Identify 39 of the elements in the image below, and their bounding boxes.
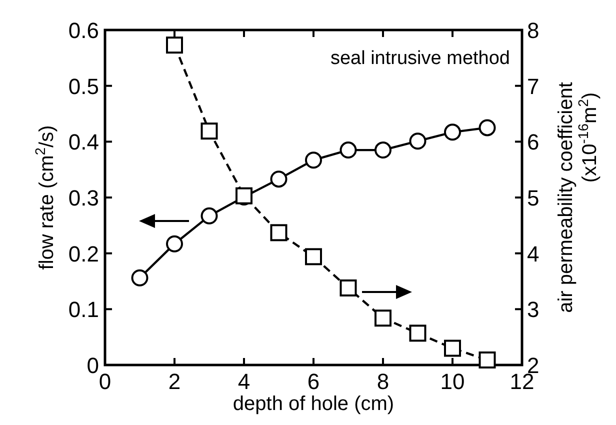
point	[200, 122, 218, 140]
y-tick-label: 0.2	[68, 241, 99, 266]
y2-tick-label: 6	[527, 130, 540, 155]
point	[478, 351, 496, 368]
point	[374, 310, 392, 327]
point	[166, 235, 183, 252]
y-tick-label: 0.3	[68, 186, 99, 210]
point	[409, 132, 426, 150]
y2-tick-label: 7	[527, 74, 540, 99]
y2-tick-label: 3	[527, 297, 540, 322]
y-tick-label: 0.1	[68, 297, 99, 322]
y-tick-label: 0.4	[68, 130, 99, 155]
point	[131, 269, 148, 286]
y2-tick-label: 4	[527, 241, 540, 266]
point	[305, 152, 322, 169]
y-tick-label: 0	[86, 353, 99, 378]
x-tick-label: 10	[440, 369, 465, 394]
point	[305, 248, 322, 266]
point	[478, 119, 496, 136]
x-tick-label: 2	[168, 369, 181, 394]
point	[444, 340, 461, 357]
x-axis-title: depth of hole (cm)	[232, 393, 394, 415]
point	[270, 224, 288, 242]
x-tick-label: 4	[238, 369, 250, 394]
point	[340, 142, 357, 159]
annotation: seal intrusive method	[330, 48, 510, 69]
y-tick-label: 0.5	[68, 74, 99, 99]
point	[340, 279, 357, 296]
point	[166, 36, 183, 54]
y2-tick-label: 5	[527, 186, 540, 210]
point	[409, 324, 426, 342]
point	[270, 170, 288, 188]
point	[444, 124, 461, 141]
point	[200, 207, 218, 224]
x-tick-label: 6	[307, 369, 320, 394]
point	[374, 142, 392, 159]
y2-tick-label: 8	[527, 18, 540, 43]
x-tick-label: 8	[376, 369, 390, 394]
y-tick-label: 0.6	[68, 18, 99, 43]
